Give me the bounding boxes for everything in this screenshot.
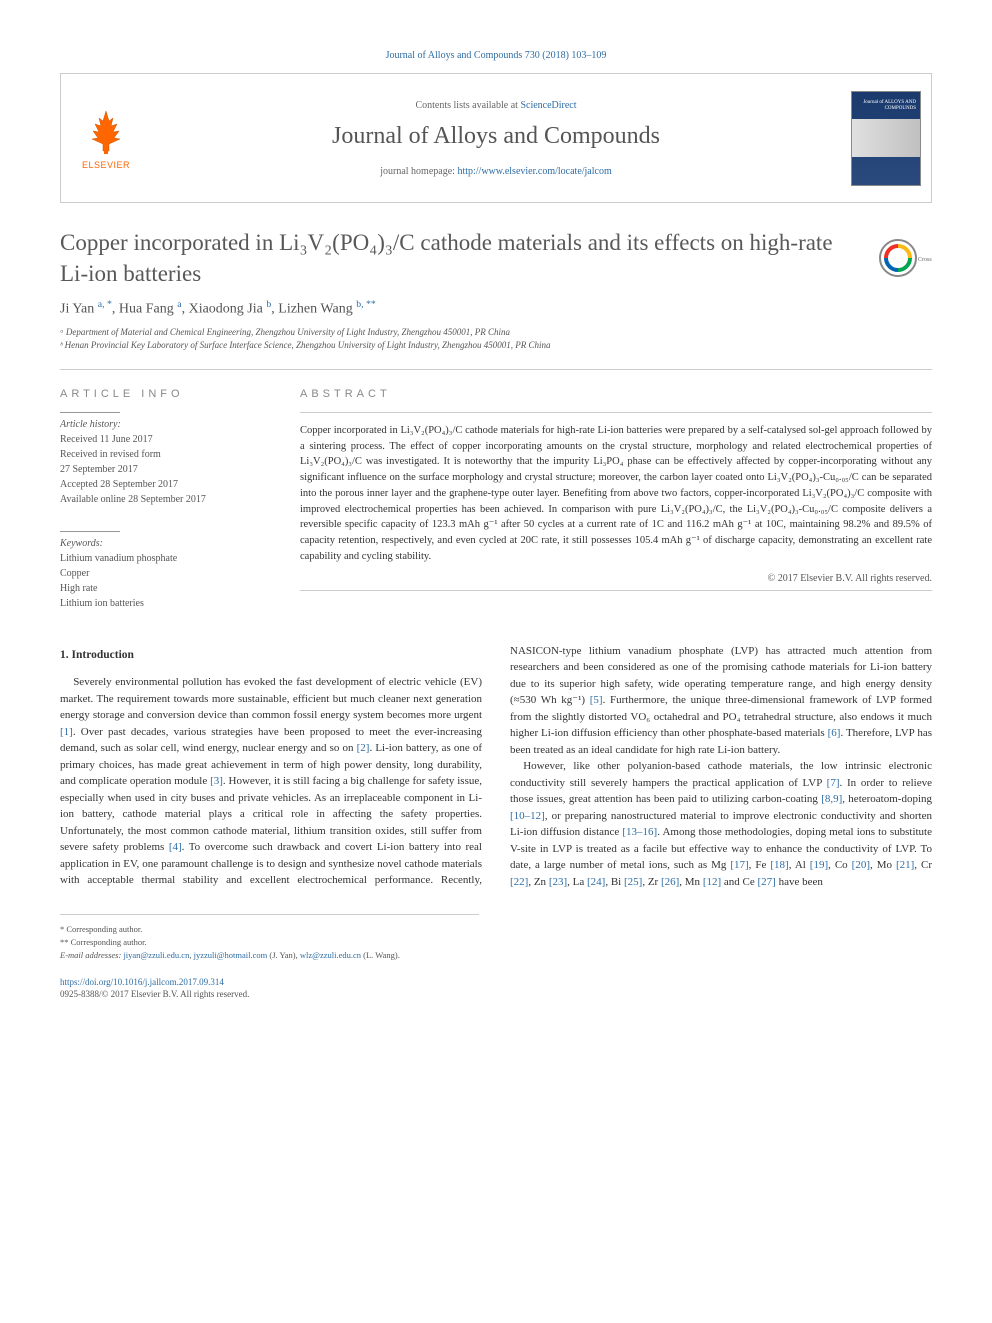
- article-title: Copper incorporated in Li₃V₂(PO₄)₃/C cat…: [60, 227, 866, 289]
- ref-link[interactable]: [12]: [703, 876, 721, 888]
- keywords-label: Keywords:: [60, 536, 260, 551]
- doi-link[interactable]: https://doi.org/10.1016/j.jallcom.2017.0…: [60, 977, 224, 987]
- ref-link[interactable]: [10–12]: [510, 810, 545, 822]
- keyword: Lithium ion batteries: [60, 596, 260, 611]
- history-line: Received in revised form: [60, 447, 260, 462]
- ref-link[interactable]: [20]: [852, 859, 870, 871]
- ref-link[interactable]: [27]: [758, 876, 776, 888]
- divider-top: [60, 369, 932, 370]
- email-link-2[interactable]: jyzzuli@hotmail.com: [194, 950, 268, 960]
- affiliation-a: ᵃ Department of Material and Chemical En…: [60, 326, 932, 340]
- abstract-heading: ABSTRACT: [300, 388, 932, 400]
- abstract-col: ABSTRACT Copper incorporated in Li₃V₂(PO…: [300, 388, 932, 615]
- body-para-2: However, like other polyanion-based cath…: [510, 758, 932, 890]
- affiliation-b: ᵇ Henan Provincial Key Laboratory of Sur…: [60, 339, 932, 353]
- ref-link[interactable]: [13–16]: [622, 826, 657, 838]
- keyword: Lithium vanadium phosphate: [60, 551, 260, 566]
- cover-thumbnail: Journal of ALLOYS AND COMPOUNDS: [841, 74, 931, 202]
- email-who-2: (L. Wang).: [361, 950, 400, 960]
- ref-link[interactable]: [22]: [510, 876, 528, 888]
- keywords-rule: [60, 531, 120, 532]
- ref-link[interactable]: [21]: [896, 859, 914, 871]
- abstract-copyright: © 2017 Elsevier B.V. All rights reserved…: [300, 573, 932, 584]
- ref-link[interactable]: [23]: [549, 876, 567, 888]
- ref-link[interactable]: [17]: [730, 859, 748, 871]
- journal-header-box: ELSEVIER Contents lists available at Sci…: [60, 73, 932, 203]
- history-line: Accepted 28 September 2017: [60, 477, 260, 492]
- ref-link[interactable]: [4]: [169, 841, 182, 853]
- ref-link[interactable]: [2]: [357, 742, 370, 754]
- abstract-text: Copper incorporated in Li₃V₂(PO₄)₃/C cat…: [300, 423, 932, 565]
- ref-link[interactable]: [25]: [624, 876, 642, 888]
- ref-link[interactable]: [8,9]: [821, 793, 842, 805]
- elsevier-tree-icon: [81, 106, 131, 156]
- doi-block: https://doi.org/10.1016/j.jallcom.2017.0…: [60, 976, 932, 1001]
- article-info-heading: ARTICLE INFO: [60, 388, 260, 400]
- publisher-logo-block: ELSEVIER: [61, 74, 151, 202]
- history-line: Available online 28 September 2017: [60, 492, 260, 507]
- contents-prefix: Contents lists available at: [415, 100, 520, 111]
- page-container: Journal of Alloys and Compounds 730 (201…: [0, 0, 992, 1041]
- email-link-3[interactable]: wlz@zzuli.edu.cn: [300, 950, 361, 960]
- publisher-name: ELSEVIER: [82, 160, 130, 170]
- homepage-prefix: journal homepage:: [380, 166, 457, 177]
- article-info-col: ARTICLE INFO Article history: Received 1…: [60, 388, 260, 615]
- email-who-1: (J. Yan),: [267, 950, 300, 960]
- info-abstract-row: ARTICLE INFO Article history: Received 1…: [60, 388, 932, 615]
- corresponding-1: * Corresponding author.: [60, 923, 479, 936]
- keyword: Copper: [60, 566, 260, 581]
- history-line: Received 11 June 2017: [60, 432, 260, 447]
- crossmark-label: CrossMark: [918, 257, 932, 263]
- issn-copyright: 0925-8388/© 2017 Elsevier B.V. All right…: [60, 989, 249, 999]
- ref-link[interactable]: [19]: [810, 859, 828, 871]
- ref-link[interactable]: [3]: [210, 775, 223, 787]
- crossmark-icon[interactable]: CrossMark: [878, 231, 932, 285]
- ref-link[interactable]: [6]: [828, 727, 841, 739]
- intro-heading: 1. Introduction: [60, 647, 482, 664]
- footer-block: * Corresponding author. ** Corresponding…: [60, 914, 479, 961]
- ref-link[interactable]: [5]: [590, 694, 603, 706]
- header-center: Contents lists available at ScienceDirec…: [151, 74, 841, 202]
- corresponding-2: ** Corresponding author.: [60, 936, 479, 949]
- sciencedirect-link[interactable]: ScienceDirect: [520, 100, 576, 111]
- journal-name: Journal of Alloys and Compounds: [332, 123, 660, 150]
- authors-line: Ji Yan a, *, Hua Fang a, Xiaodong Jia b,…: [60, 299, 932, 318]
- history-block: Article history: Received 11 June 2017 R…: [60, 417, 260, 507]
- info-rule: [60, 412, 120, 413]
- ref-link[interactable]: [18]: [770, 859, 788, 871]
- affiliations: ᵃ Department of Material and Chemical En…: [60, 326, 932, 353]
- ref-link[interactable]: [7]: [827, 777, 840, 789]
- keyword: High rate: [60, 581, 260, 596]
- email-link-1[interactable]: jiyan@zzuli.edu.cn: [123, 950, 189, 960]
- body-columns: 1. Introduction Severely environmental p…: [60, 643, 932, 891]
- title-row: Copper incorporated in Li₃V₂(PO₄)₃/C cat…: [60, 227, 932, 289]
- history-line: 27 September 2017: [60, 462, 260, 477]
- abstract-bottom-rule: [300, 590, 932, 591]
- cover-title: Journal of ALLOYS AND COMPOUNDS: [856, 100, 916, 112]
- contents-available-line: Contents lists available at ScienceDirec…: [415, 100, 576, 111]
- homepage-line: journal homepage: http://www.elsevier.co…: [380, 166, 612, 177]
- abstract-rule: [300, 412, 932, 413]
- homepage-link[interactable]: http://www.elsevier.com/locate/jalcom: [457, 166, 611, 177]
- history-label: Article history:: [60, 417, 260, 432]
- ref-link[interactable]: [26]: [661, 876, 679, 888]
- email-line: E-mail addresses: jiyan@zzuli.edu.cn, jy…: [60, 949, 479, 962]
- ref-link[interactable]: [24]: [587, 876, 605, 888]
- keywords-block: Keywords: Lithium vanadium phosphate Cop…: [60, 531, 260, 611]
- cover-image: Journal of ALLOYS AND COMPOUNDS: [851, 91, 921, 186]
- email-label: E-mail addresses:: [60, 950, 121, 960]
- top-citation: Journal of Alloys and Compounds 730 (201…: [60, 50, 932, 61]
- ref-link[interactable]: [1]: [60, 726, 73, 738]
